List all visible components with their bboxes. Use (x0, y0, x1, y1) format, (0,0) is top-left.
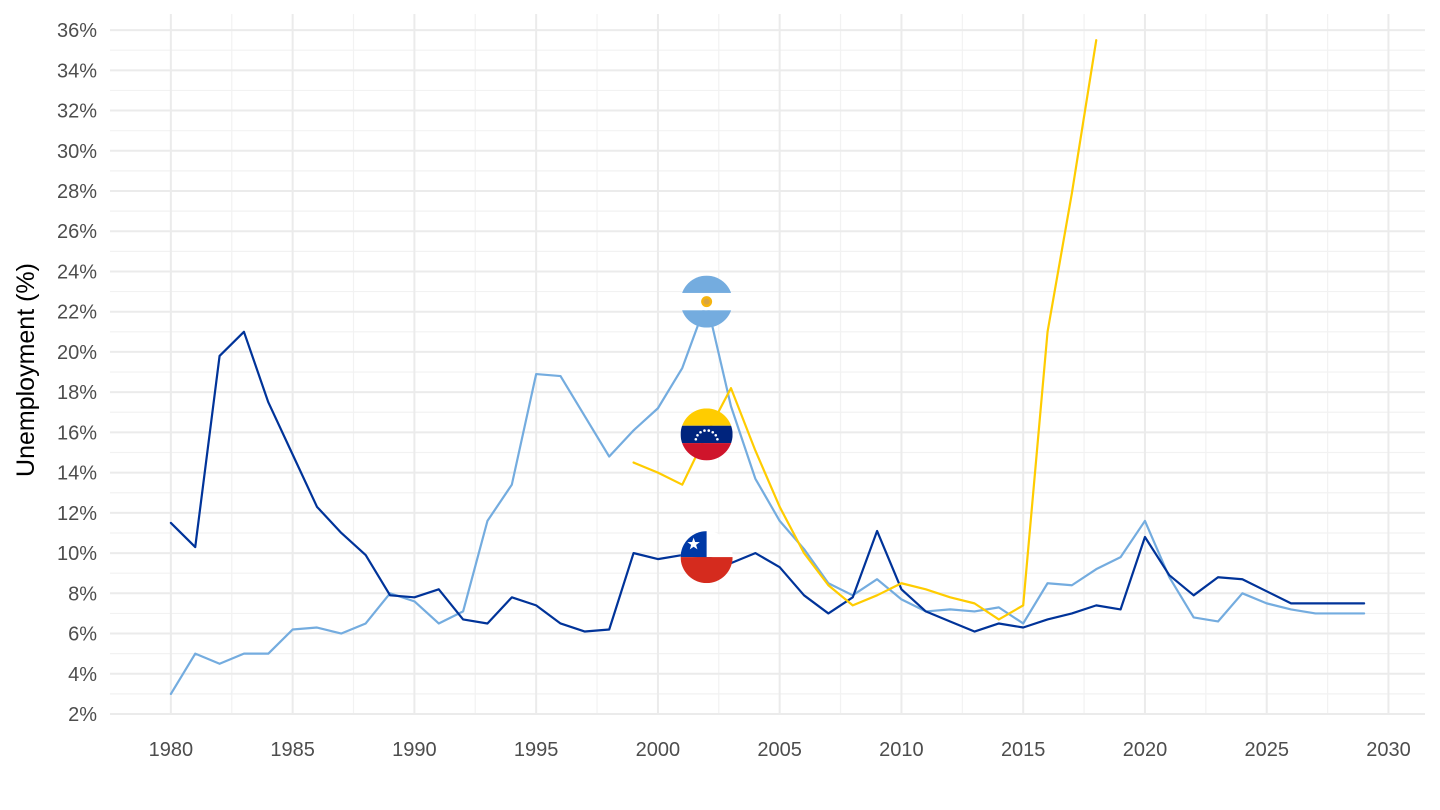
y-tick-label: 2% (68, 704, 97, 726)
y-tick-label: 36% (57, 20, 97, 42)
y-tick-label: 22% (57, 302, 97, 324)
x-tick-label: 2015 (1001, 739, 1046, 761)
series-line-chile (169, 330, 1366, 633)
y-tick-label: 6% (68, 624, 97, 646)
x-tick-label: 2020 (1123, 739, 1168, 761)
series-line-argentina (169, 300, 1366, 695)
y-tick-label: 12% (57, 503, 97, 525)
y-tick-label: 26% (57, 221, 97, 243)
chile-flag-icon (680, 531, 733, 584)
x-tick-label: 1985 (270, 739, 315, 761)
x-tick-label: 1995 (514, 739, 559, 761)
venezuela-flag-icon (680, 408, 733, 461)
y-axis-title: Unemployment (%) (12, 263, 40, 477)
y-tick-label: 4% (68, 664, 97, 686)
y-tick-label: 20% (57, 342, 97, 364)
y-tick-label: 8% (68, 583, 97, 605)
y-tick-label: 34% (57, 60, 97, 82)
x-tick-label: 2000 (636, 739, 681, 761)
y-tick-label: 28% (57, 181, 97, 203)
x-tick-label: 2025 (1244, 739, 1289, 761)
series-lines (169, 39, 1366, 695)
grid (110, 14, 1425, 715)
x-axis-ticks: 1980 1985 1990 1995 2000 2005 2010 2015 2020 2025… (149, 739, 1411, 761)
y-tick-label: 24% (57, 261, 97, 283)
y-tick-label: 18% (57, 382, 97, 404)
x-tick-label: 2010 (879, 739, 924, 761)
x-tick-label: 2005 (757, 739, 802, 761)
argentina-flag-icon (680, 275, 733, 328)
flag-icons (680, 275, 733, 584)
y-tick-label: 30% (57, 141, 97, 163)
y-tick-label: 32% (57, 101, 97, 123)
y-tick-label: 14% (57, 463, 97, 485)
y-axis-ticks: 2% 4% 6% 8% 10% 12% 14% 16% 18% 20% 22% 24% 26% 28% 30… (57, 20, 97, 726)
x-tick-label: 1990 (392, 739, 437, 761)
x-tick-label: 2030 (1366, 739, 1411, 761)
x-tick-label: 1980 (149, 739, 194, 761)
y-tick-label: 10% (57, 543, 97, 565)
y-tick-label: 16% (57, 422, 97, 444)
